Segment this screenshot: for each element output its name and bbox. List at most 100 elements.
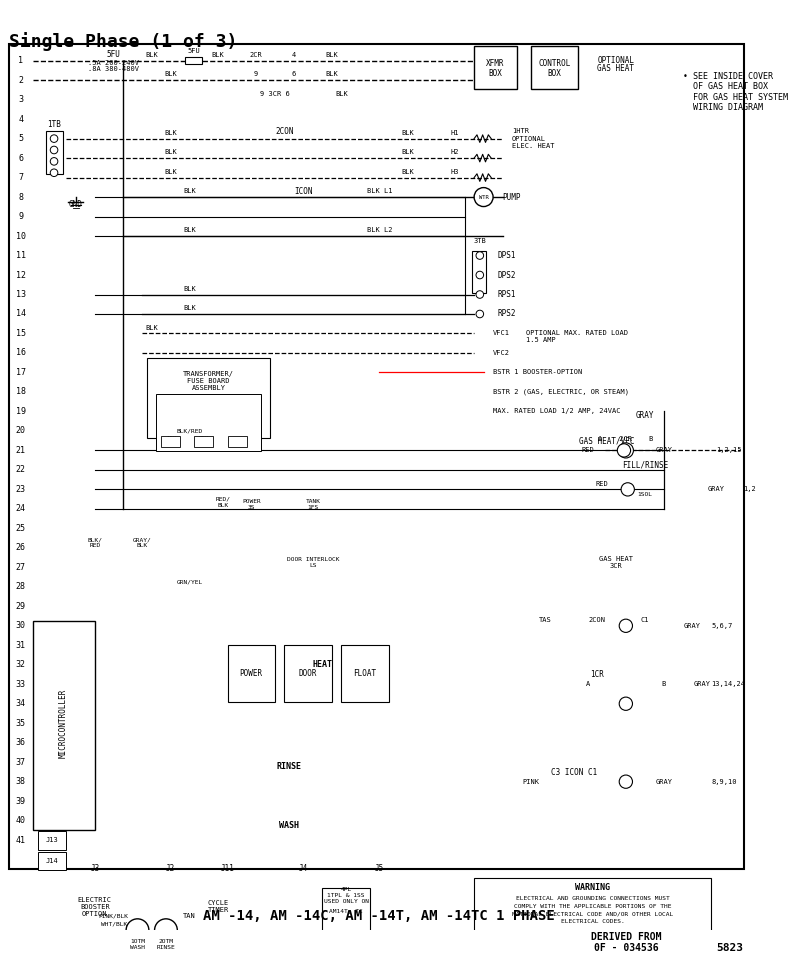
Text: XFMR
BOX: XFMR BOX — [486, 59, 504, 78]
Circle shape — [476, 290, 484, 298]
Text: 18: 18 — [16, 387, 26, 397]
Text: BLK: BLK — [164, 169, 177, 175]
Circle shape — [619, 775, 633, 788]
Text: 8,9,10: 8,9,10 — [711, 779, 737, 785]
Text: 28: 28 — [16, 582, 26, 592]
Text: 36: 36 — [16, 738, 26, 747]
Text: 1OTM
WASH: 1OTM WASH — [130, 939, 145, 950]
Text: BLK L2: BLK L2 — [366, 228, 392, 234]
Text: J13: J13 — [46, 837, 58, 843]
Text: 2OTM
RINSE: 2OTM RINSE — [157, 939, 175, 950]
Text: GAS HEAT/VFC: GAS HEAT/VFC — [579, 436, 634, 446]
Text: 9: 9 — [18, 212, 23, 221]
Circle shape — [154, 919, 178, 942]
Text: 29: 29 — [16, 602, 26, 611]
Text: 12: 12 — [16, 270, 26, 280]
Text: 10: 10 — [16, 232, 26, 240]
Text: BLK: BLK — [183, 228, 196, 234]
Text: CONTROL
BOX: CONTROL BOX — [538, 59, 571, 78]
Circle shape — [50, 135, 58, 143]
Text: POWER
3S: POWER 3S — [242, 499, 261, 510]
Text: 23: 23 — [16, 484, 26, 494]
Text: C1: C1 — [641, 617, 649, 623]
Text: 1HTR: 1HTR — [512, 128, 529, 134]
Bar — [474, 46, 517, 89]
Text: BLK: BLK — [402, 169, 414, 175]
Text: RINSE: RINSE — [277, 762, 302, 771]
Text: Single Phase (1 of 3): Single Phase (1 of 3) — [10, 32, 238, 51]
Text: AM -14, AM -14C, AM -14T, AM -14TC 1 PHASE: AM -14, AM -14C, AM -14T, AM -14TC 1 PHA… — [203, 909, 555, 923]
Text: 1,2: 1,2 — [742, 486, 755, 492]
Text: 19: 19 — [16, 407, 26, 416]
Text: OPTIONAL: OPTIONAL — [512, 136, 546, 142]
Text: RED: RED — [582, 448, 594, 454]
Text: GRAY: GRAY — [655, 448, 672, 454]
Bar — [33, 621, 95, 830]
Text: 27: 27 — [16, 563, 26, 572]
Text: 5,6,7: 5,6,7 — [712, 622, 733, 629]
Text: 6: 6 — [18, 153, 23, 163]
Text: GRAY: GRAY — [635, 411, 654, 420]
Text: BLK: BLK — [326, 71, 338, 77]
Text: 25: 25 — [16, 524, 26, 533]
Text: J11: J11 — [221, 864, 234, 873]
Text: COMPLY WITH THE APPLICABLE PORTIONS OF THE: COMPLY WITH THE APPLICABLE PORTIONS OF T… — [514, 904, 671, 909]
Text: GRAY: GRAY — [655, 779, 672, 785]
Text: 2: 2 — [18, 75, 23, 85]
Text: 14: 14 — [16, 310, 26, 318]
Text: ELEC. HEAT: ELEC. HEAT — [512, 143, 554, 150]
Circle shape — [50, 157, 58, 165]
Text: USED ONLY ON: USED ONLY ON — [324, 899, 369, 904]
Text: 40: 40 — [16, 816, 26, 825]
Text: 32: 32 — [16, 660, 26, 670]
Text: BLK: BLK — [183, 305, 196, 312]
Text: 13,14,24: 13,14,24 — [711, 681, 745, 687]
Bar — [162, 435, 180, 447]
Bar — [474, 878, 711, 958]
Text: 1SOL: 1SOL — [638, 491, 652, 497]
Text: WHT/BLK: WHT/BLK — [101, 921, 127, 926]
Bar — [194, 435, 214, 447]
Text: OPTIONAL: OPTIONAL — [598, 56, 634, 66]
Text: A: A — [586, 681, 590, 687]
Text: 5FU: 5FU — [107, 50, 121, 60]
Text: 26: 26 — [16, 543, 26, 552]
Text: 5FU: 5FU — [187, 48, 200, 54]
Text: BLK: BLK — [212, 52, 225, 58]
Text: FILL/RINSE: FILL/RINSE — [622, 460, 668, 470]
Text: ELECTRICAL CODES.: ELECTRICAL CODES. — [561, 920, 625, 924]
Text: RED/
BLK: RED/ BLK — [215, 497, 230, 508]
Bar — [472, 251, 486, 293]
Text: BLK: BLK — [402, 150, 414, 155]
Text: RPS1: RPS1 — [498, 290, 516, 299]
Text: VFC1: VFC1 — [493, 330, 510, 337]
Text: 1CR: 1CR — [590, 671, 604, 679]
Text: RED: RED — [596, 481, 609, 486]
Text: GRAY: GRAY — [707, 486, 725, 492]
Text: 9: 9 — [254, 71, 258, 77]
Text: GRN/YEL: GRN/YEL — [177, 580, 202, 585]
Text: BLK: BLK — [183, 286, 196, 291]
Text: 2CON: 2CON — [589, 617, 606, 623]
Bar — [157, 394, 261, 451]
Text: TAN: TAN — [183, 913, 196, 919]
Circle shape — [50, 147, 58, 153]
Circle shape — [618, 444, 630, 457]
Text: 5823: 5823 — [717, 943, 744, 953]
Text: J4: J4 — [299, 864, 308, 873]
Text: BLK: BLK — [164, 71, 177, 77]
Text: ASSEMBLY: ASSEMBLY — [192, 385, 226, 391]
Text: 7: 7 — [18, 173, 23, 182]
Text: J14: J14 — [46, 858, 58, 864]
Text: 1: 1 — [18, 56, 23, 66]
Text: H2: H2 — [451, 150, 459, 155]
Text: DERIVED FROM: DERIVED FROM — [590, 932, 661, 942]
Text: BLK: BLK — [335, 91, 348, 96]
Text: FUSE BOARD: FUSE BOARD — [187, 378, 230, 384]
Text: J5: J5 — [374, 864, 384, 873]
Text: 34: 34 — [16, 700, 26, 708]
Bar — [38, 831, 66, 849]
Text: • SEE INSIDE COVER
  OF GAS HEAT BOX
  FOR GAS HEAT SYSTEM
  WIRING DIAGRAM: • SEE INSIDE COVER OF GAS HEAT BOX FOR G… — [682, 72, 788, 112]
Text: 2CR: 2CR — [250, 52, 262, 58]
Text: BLK L1: BLK L1 — [366, 188, 392, 194]
